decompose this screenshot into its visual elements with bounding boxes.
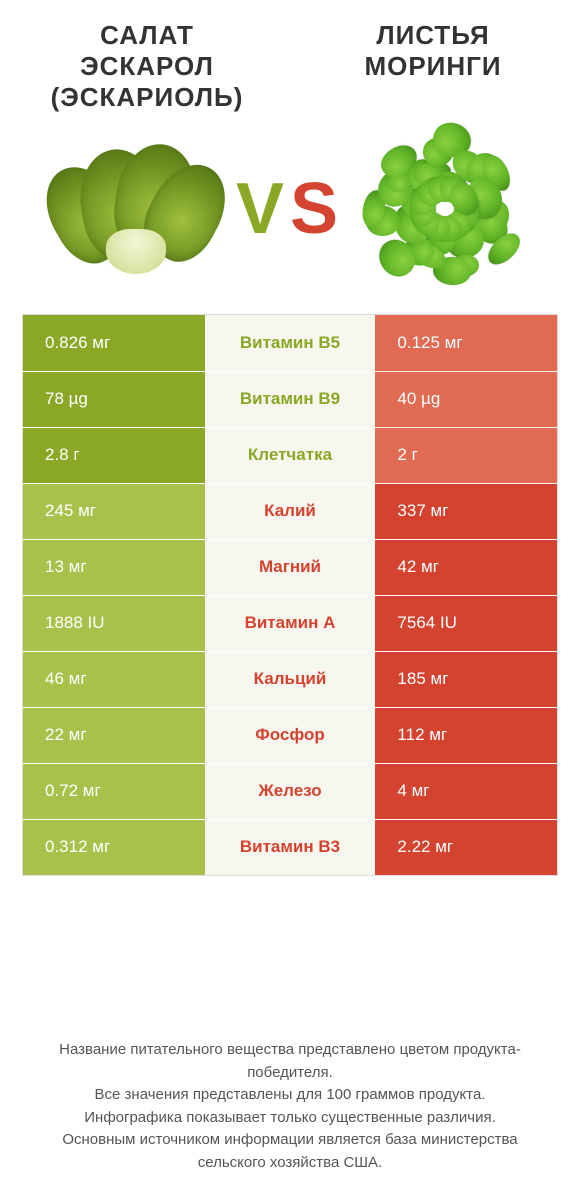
nutrient-name: Витамин B9 [205, 372, 376, 427]
table-row: 1888 IUВитамин A7564 IU [23, 595, 557, 651]
vs-v: v [236, 168, 290, 250]
left-value: 1888 IU [23, 596, 205, 651]
vs-row: vs [0, 124, 580, 314]
footer-notes: Название питательного вещества представл… [0, 1039, 580, 1174]
left-image [46, 124, 226, 294]
right-value: 4 мг [375, 764, 557, 819]
nutrient-name: Витамин B3 [205, 820, 376, 875]
footer-line: Основным источником информации является … [30, 1129, 550, 1174]
table-row: 46 мгКальций185 мг [23, 651, 557, 707]
nutrition-table: 0.826 мгВитамин B50.125 мг78 µgВитамин B… [22, 314, 558, 876]
footer-line: Все значения представлены для 100 граммо… [30, 1084, 550, 1107]
nutrient-name: Кальций [205, 652, 376, 707]
footer-line: Название питательного вещества представл… [30, 1039, 550, 1084]
vs-s: s [290, 168, 344, 250]
footer-line: Инфографика показывает только существенн… [30, 1107, 550, 1130]
right-title: Листья моринги [316, 20, 550, 82]
table-row: 22 мгФосфор112 мг [23, 707, 557, 763]
left-value: 46 мг [23, 652, 205, 707]
left-value: 13 мг [23, 540, 205, 595]
right-value: 2.22 мг [375, 820, 557, 875]
right-value: 112 мг [375, 708, 557, 763]
right-value: 185 мг [375, 652, 557, 707]
table-row: 2.8 гКлетчатка2 г [23, 427, 557, 483]
table-row: 0.72 мгЖелезо4 мг [23, 763, 557, 819]
nutrient-name: Калий [205, 484, 376, 539]
left-value: 245 мг [23, 484, 205, 539]
nutrient-name: Клетчатка [205, 428, 376, 483]
table-row: 78 µgВитамин B940 µg [23, 371, 557, 427]
table-row: 13 мгМагний42 мг [23, 539, 557, 595]
right-value: 0.125 мг [375, 315, 557, 371]
left-value: 22 мг [23, 708, 205, 763]
header: Салат Эскарол (Эскариоль) Листья моринги [0, 0, 580, 124]
escarole-icon [51, 144, 221, 274]
left-value: 0.72 мг [23, 764, 205, 819]
right-image [354, 124, 534, 294]
nutrient-name: Магний [205, 540, 376, 595]
vs-label: vs [236, 168, 344, 250]
nutrient-name: Фосфор [205, 708, 376, 763]
moringa-icon [357, 124, 532, 294]
right-value: 2 г [375, 428, 557, 483]
nutrient-name: Железо [205, 764, 376, 819]
table-row: 245 мгКалий337 мг [23, 483, 557, 539]
left-value: 2.8 г [23, 428, 205, 483]
left-value: 0.826 мг [23, 315, 205, 371]
right-value: 42 мг [375, 540, 557, 595]
nutrient-name: Витамин B5 [205, 315, 376, 371]
left-value: 78 µg [23, 372, 205, 427]
left-value: 0.312 мг [23, 820, 205, 875]
right-value: 7564 IU [375, 596, 557, 651]
left-title: Салат Эскарол (Эскариоль) [30, 20, 264, 114]
table-row: 0.826 мгВитамин B50.125 мг [23, 315, 557, 371]
table-row: 0.312 мгВитамин B32.22 мг [23, 819, 557, 875]
right-value: 337 мг [375, 484, 557, 539]
right-value: 40 µg [375, 372, 557, 427]
nutrient-name: Витамин A [205, 596, 376, 651]
